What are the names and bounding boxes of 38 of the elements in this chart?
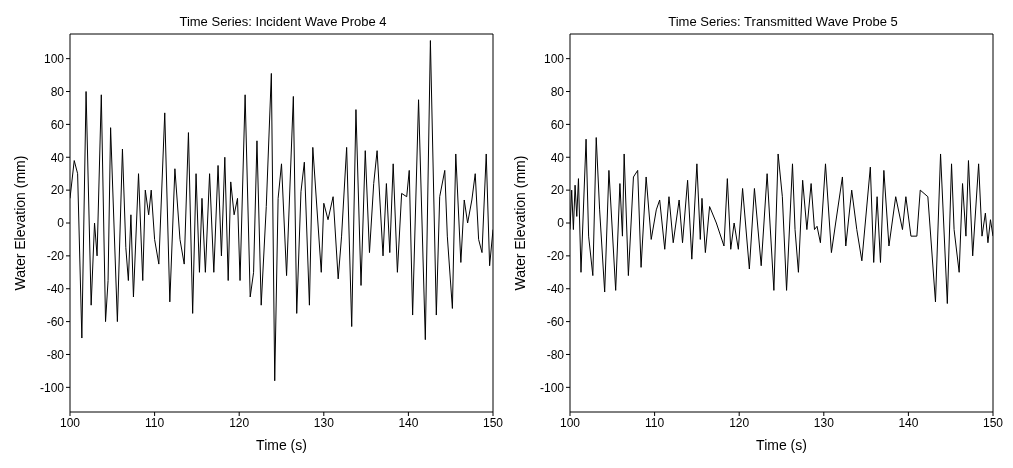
chart-title: Time Series: Transmitted Wave Probe 5: [667, 14, 899, 29]
y-tick-label: 60: [50, 117, 65, 132]
y-tick-label: -20: [46, 249, 65, 264]
y-tick-label: -100: [539, 380, 565, 395]
y-tick-label: 20: [550, 183, 565, 198]
x-tick-label: 120: [229, 415, 250, 430]
x-axis-title: Time (s): [256, 437, 307, 453]
y-tick-label: 0: [557, 216, 565, 231]
y-tick-label: -20: [546, 249, 565, 264]
y-tick-label: -100: [39, 380, 65, 395]
y-tick-label: -60: [546, 314, 565, 329]
x-axis-title: Time (s): [756, 437, 807, 453]
y-tick-label: -80: [546, 347, 565, 362]
y-tick-label: -40: [546, 282, 565, 296]
x-tick-label: 150: [482, 415, 504, 430]
y-tick-label: 60: [550, 117, 565, 132]
y-tick-label: 20: [50, 183, 65, 198]
y-tick-label: -40: [46, 282, 65, 296]
y-tick-label: -80: [46, 347, 65, 362]
x-tick-label: 110: [145, 415, 165, 430]
x-tick-label: 150: [982, 415, 1004, 430]
y-tick-label: -60: [46, 314, 65, 329]
x-tick-label: 110: [645, 415, 665, 430]
x-tick-label: 120: [729, 415, 750, 430]
x-tick-label: 130: [813, 415, 835, 430]
y-axis-title: Water Elevation (mm): [11, 155, 28, 291]
y-tick-label: 100: [543, 51, 565, 66]
y-axis-title: Water Elevation (mm): [511, 155, 528, 291]
y-tick-label: 0: [57, 216, 65, 231]
y-tick-label: 40: [50, 150, 65, 165]
y-tick-label: 40: [550, 150, 565, 165]
x-tick-label: 140: [398, 415, 419, 430]
y-tick-label: 80: [550, 84, 565, 99]
y-tick-label: 80: [50, 84, 65, 99]
chart-title: Time Series: Incident Wave Probe 4: [178, 14, 388, 29]
x-tick-label: 140: [898, 415, 919, 430]
y-tick-label: 100: [43, 51, 65, 66]
x-tick-label: 130: [313, 415, 335, 430]
